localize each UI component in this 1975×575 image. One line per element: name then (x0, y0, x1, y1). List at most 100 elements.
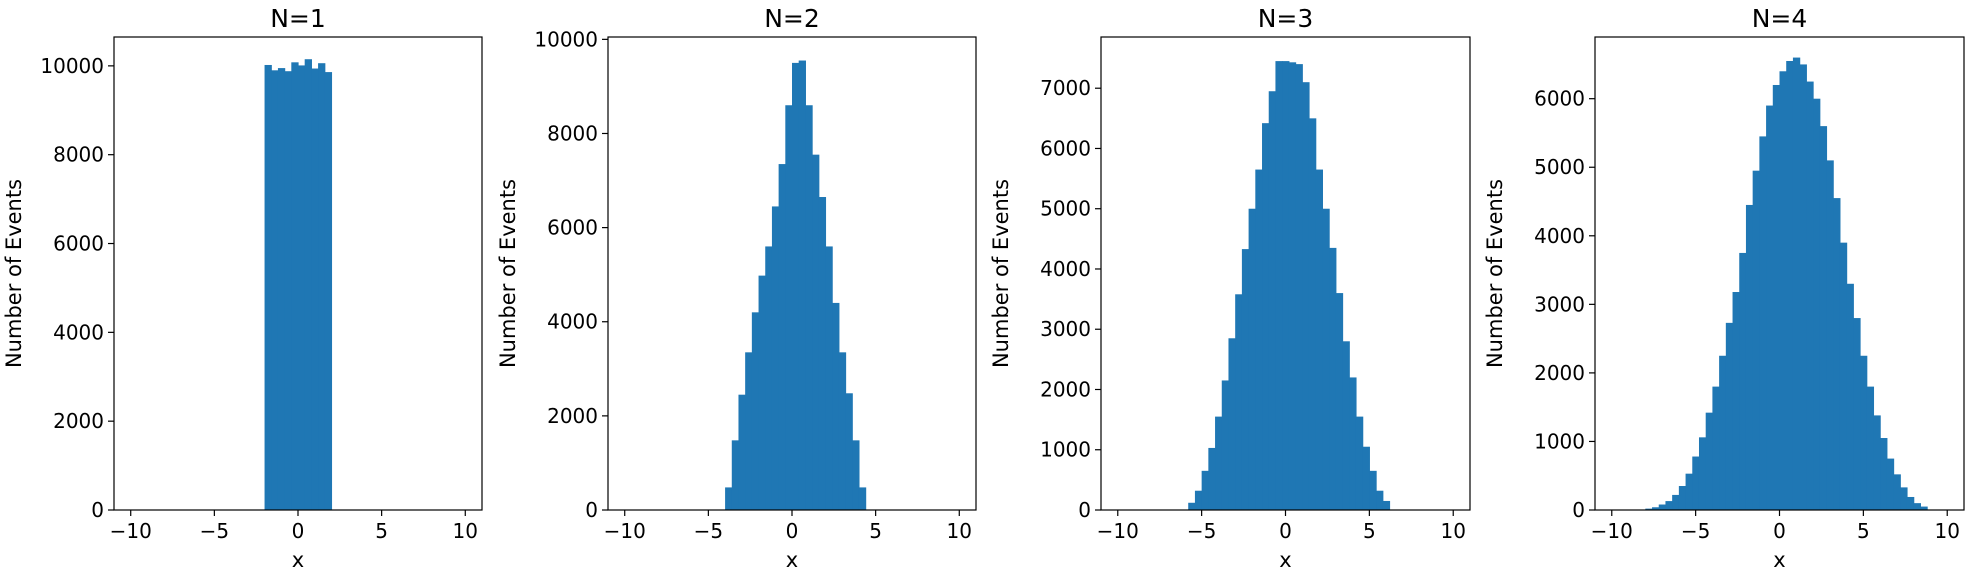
panel-title: N=3 (1258, 4, 1314, 33)
histogram-bar (1779, 71, 1787, 510)
histogram-bar (1692, 456, 1700, 510)
histogram-bar (1652, 507, 1660, 510)
histogram-bar (1705, 412, 1714, 510)
histogram-bar (832, 302, 840, 510)
histogram-bar (745, 352, 753, 510)
histogram-bar (1672, 494, 1680, 510)
histogram-bar (1376, 490, 1384, 510)
histogram-bar (1873, 415, 1881, 510)
histogram-bar (738, 394, 746, 510)
histogram-bar (792, 62, 800, 510)
histogram-bar (852, 440, 860, 510)
histogram-bar (1806, 81, 1814, 510)
histogram-bar (778, 164, 786, 510)
histogram-panel-2: −10 −5 0 5 10 0 2000 4000 6000 8000 10000 N=2 x Numbe… (496, 4, 977, 572)
histogram-bar (785, 105, 793, 511)
histogram-bar (798, 60, 806, 510)
histogram-bar (1658, 504, 1667, 510)
histogram-bar (771, 206, 780, 510)
x-axis-label: x (1279, 548, 1291, 572)
y-tick-label: 4000 (1040, 257, 1091, 281)
y-tick-label: 4000 (53, 320, 104, 344)
histogram-bar (818, 197, 827, 510)
x-tick-label: 5 (1857, 519, 1870, 543)
histogram-bar (1282, 61, 1290, 510)
histogram-bar (1268, 91, 1277, 510)
y-tick-label: 1000 (1534, 429, 1585, 453)
histogram-bar (1766, 105, 1774, 511)
histogram-bar (1342, 341, 1350, 510)
histogram-bar (1813, 98, 1821, 510)
histogram-bar (1920, 506, 1928, 510)
y-axis-label: Number of Events (496, 179, 520, 368)
histogram-bar (1262, 123, 1270, 510)
histogram-bar (298, 65, 306, 511)
histogram-bar (1906, 496, 1915, 510)
panel-title: N=4 (1752, 4, 1808, 33)
x-tick-label: −10 (604, 519, 646, 543)
histogram-bar (1900, 487, 1908, 510)
histogram-bar (725, 487, 733, 510)
histogram-bar (1732, 292, 1740, 510)
histogram-bar (731, 440, 740, 510)
y-tick-label: 8000 (53, 143, 104, 167)
y-tick-label: 2000 (547, 404, 598, 428)
y-axis-label: Number of Events (989, 179, 1013, 368)
histogram-bar (1745, 204, 1754, 510)
x-axis-label: x (292, 548, 304, 572)
histogram-bar (1645, 508, 1653, 510)
histogram-bar (1752, 170, 1760, 511)
x-axis-label: x (786, 548, 798, 572)
histogram-bar (1275, 61, 1283, 510)
histogram-bar (271, 70, 279, 510)
x-tick-label: 10 (1935, 519, 1960, 543)
histogram-bar (751, 312, 760, 510)
x-tick-label: 5 (869, 519, 882, 543)
histogram-bar (1886, 458, 1895, 510)
x-tick-label: −10 (110, 519, 152, 543)
x-tick-label: 0 (1279, 519, 1292, 543)
y-tick-label: 0 (1078, 498, 1091, 522)
histogram-bar (1719, 355, 1727, 510)
histogram-bar (812, 154, 820, 510)
x-tick-label: 5 (1363, 519, 1376, 543)
x-tick-label: 10 (947, 519, 972, 543)
histogram-bar (1362, 446, 1370, 510)
y-tick-label: 4000 (1534, 224, 1585, 248)
y-tick-label: 2000 (53, 409, 104, 433)
histogram-bar (1248, 208, 1256, 511)
histogram-bar (284, 71, 292, 510)
histogram-panel-1: −10 −5 0 5 10 0 2000 4000 6000 8000 10000 N=1 x Numbe… (2, 4, 483, 572)
y-tick-label: 3000 (1040, 317, 1091, 341)
histogram-bar (1194, 490, 1203, 510)
histogram-bar (1833, 198, 1841, 510)
y-tick-label: 0 (1572, 498, 1585, 522)
x-tick-label: −5 (200, 519, 229, 543)
histogram-bar (845, 393, 853, 510)
histogram-bar (1880, 438, 1888, 510)
histogram-bar (318, 63, 326, 510)
y-tick-label: 0 (585, 498, 598, 522)
histogram-bar (1308, 118, 1317, 510)
histogram-bar (1685, 473, 1693, 510)
histogram-bar (1786, 60, 1794, 511)
histogram-bar (805, 105, 813, 511)
histogram-bar (324, 72, 333, 510)
histogram-bar (1739, 252, 1747, 510)
histogram-bar (1799, 64, 1807, 511)
histogram-bar (1288, 62, 1297, 511)
histogram-bar (1255, 169, 1263, 510)
histogram-bar (1839, 242, 1848, 510)
histogram-bar (1792, 57, 1801, 510)
y-tick-label: 2000 (1534, 361, 1585, 385)
x-tick-label: 5 (375, 519, 388, 543)
histogram-bar (765, 246, 773, 510)
y-tick-label: 8000 (547, 121, 598, 145)
histogram-bar (1188, 502, 1196, 510)
histogram-bar (1866, 386, 1875, 510)
histogram-bar (1228, 338, 1236, 510)
histogram-panel-3: −10 −5 0 5 10 0 1000 2000 3000 4000 5000 6000 7000 N=… (989, 4, 1471, 572)
histogram-bar (1302, 82, 1310, 510)
y-tick-label: 1000 (1040, 438, 1091, 462)
